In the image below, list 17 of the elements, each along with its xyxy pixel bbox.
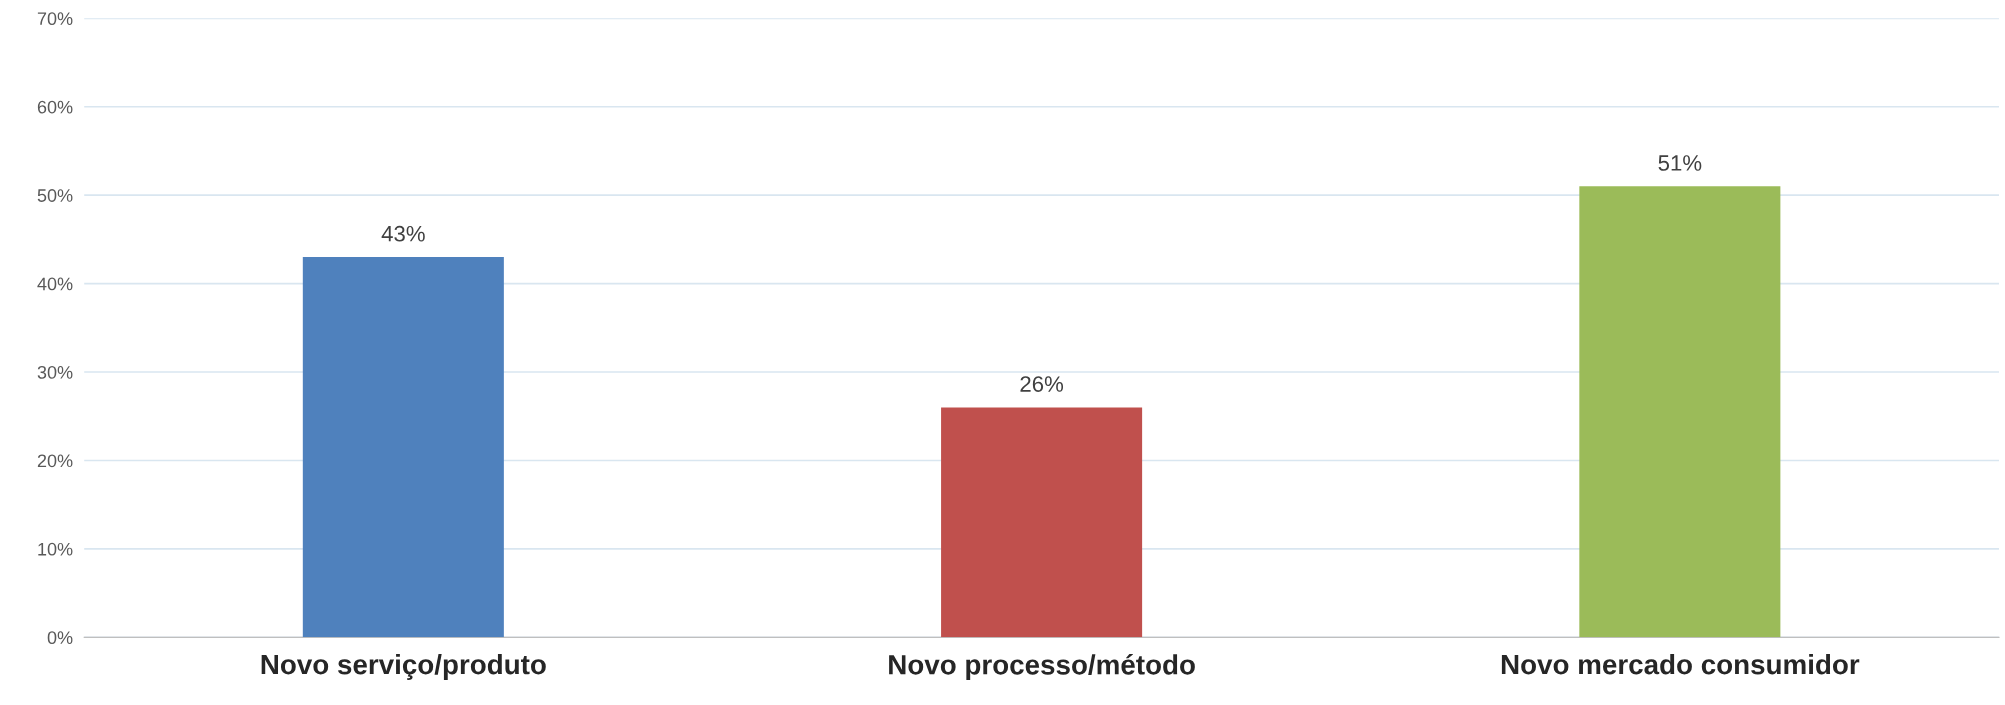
data-label: 26% [1020, 376, 1064, 392]
bar [302, 257, 504, 638]
y-tick-label: 60% [37, 100, 73, 114]
x-tick-label: Novo processo/método [889, 653, 1195, 681]
data-label: 43% [381, 225, 425, 242]
bar [941, 407, 1143, 638]
x-tick-label: Novo mercado consumidor [1501, 653, 1860, 675]
y-tick-label: 20% [37, 454, 73, 468]
y-tick-label: 50% [37, 189, 73, 202]
y-tick-label: 40% [37, 277, 73, 291]
y-tick-label: 70% [37, 12, 73, 26]
data-label: 51% [1658, 155, 1702, 171]
y-tick-label: 10% [38, 542, 73, 556]
y-tick-label: 0% [47, 631, 73, 645]
bar [1579, 186, 1781, 638]
y-tick-label: 30% [37, 365, 73, 379]
x-tick-label: Novo serviço/produto [261, 653, 546, 680]
